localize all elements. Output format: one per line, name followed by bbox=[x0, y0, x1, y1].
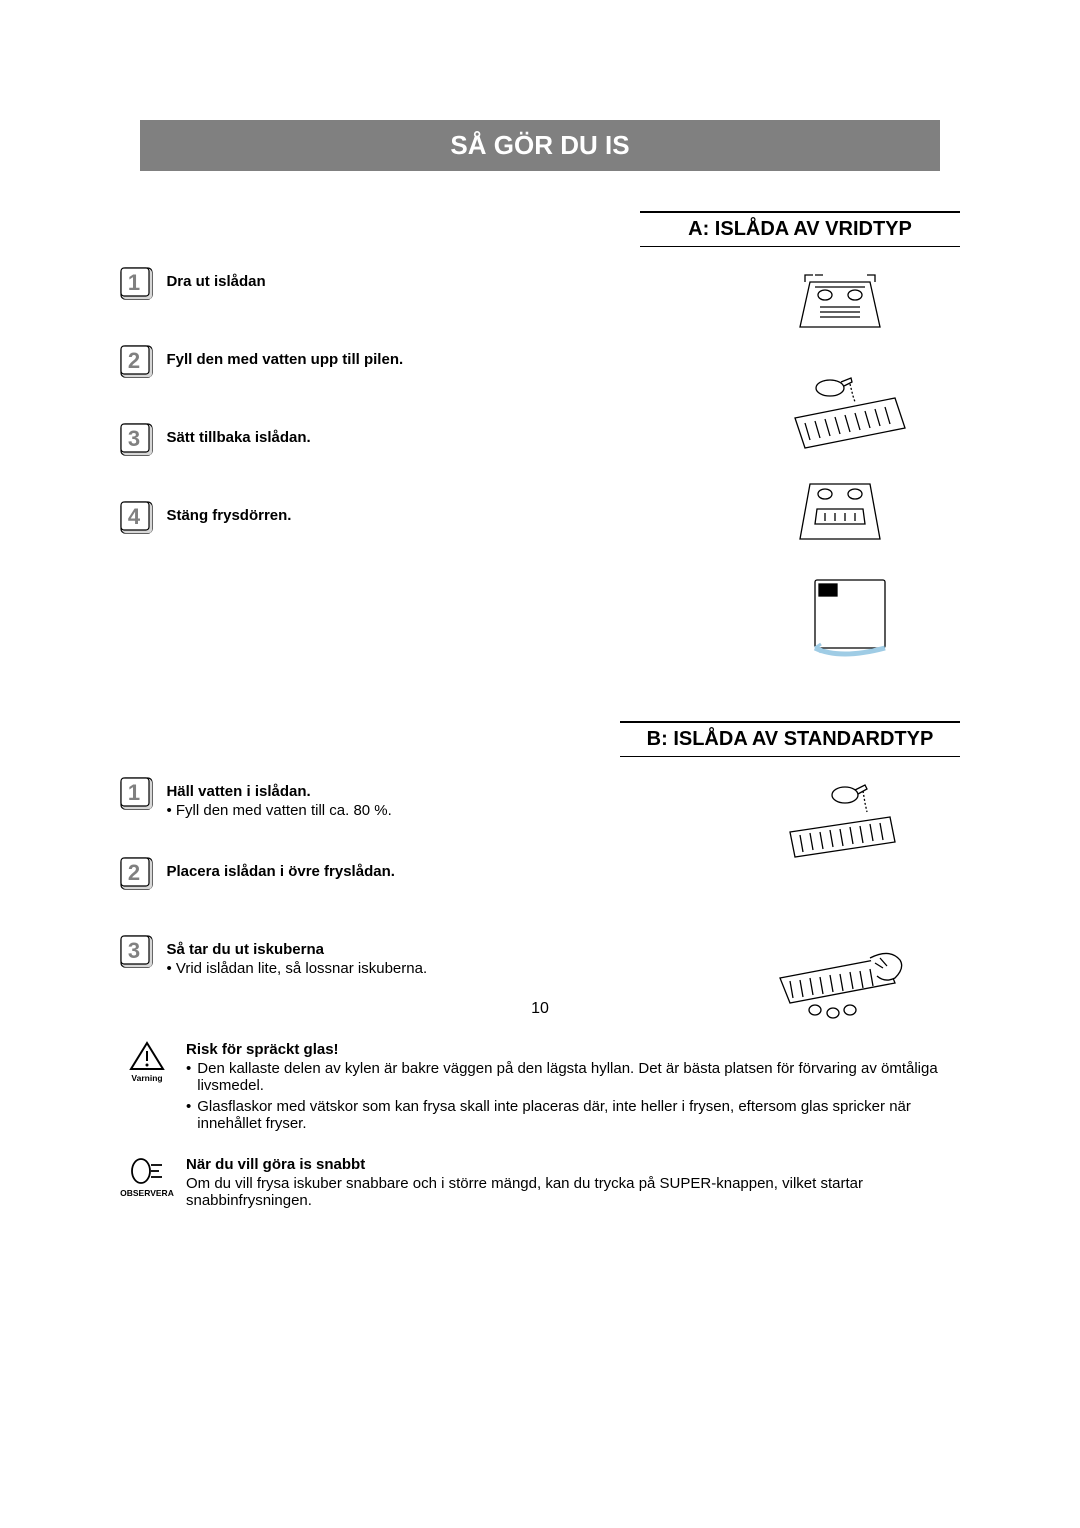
step-detail: • Fyll den med vatten till ca. 80 %. bbox=[166, 802, 566, 819]
step-number-icon: 2 bbox=[120, 857, 154, 891]
svg-text:2: 2 bbox=[128, 348, 140, 373]
section-b-heading: B: ISLÅDA AV STANDARDTYP bbox=[620, 721, 960, 757]
section-a-heading: A: ISLÅDA AV VRIDTYP bbox=[640, 211, 960, 247]
svg-text:1: 1 bbox=[128, 780, 140, 805]
step-text: Sätt tillbaka islådan. bbox=[166, 423, 566, 446]
warning-note: Varning Risk för spräckt glas! •Den kall… bbox=[120, 1041, 960, 1136]
illustration-fill-water bbox=[755, 368, 925, 463]
step-title: Fyll den med vatten upp till pilen. bbox=[166, 351, 566, 368]
section-b-steps: 1 Häll vatten i islådan. • Fyll den med … bbox=[120, 777, 580, 1015]
step-text: Placera islådan i övre fryslådan. bbox=[166, 857, 566, 880]
warning-bullet-text: Glasflaskor med vätskor som kan frysa sk… bbox=[197, 1098, 960, 1132]
observe-title: När du vill göra is snabbt bbox=[186, 1156, 960, 1173]
step-text: Fyll den med vatten upp till pilen. bbox=[166, 345, 566, 368]
step-a4: 4 Stäng frysdörren. bbox=[120, 501, 580, 541]
warning-bullet-text: Den kallaste delen av kylen är bakre väg… bbox=[197, 1060, 960, 1094]
step-number-icon: 4 bbox=[120, 501, 154, 535]
step-text: Stäng frysdörren. bbox=[166, 501, 566, 524]
step-number-icon: 3 bbox=[120, 935, 154, 969]
step-number-icon: 2 bbox=[120, 345, 154, 379]
step-a2: 2 Fyll den med vatten upp till pilen. bbox=[120, 345, 580, 385]
svg-text:1: 1 bbox=[128, 270, 140, 295]
step-b2: 2 Placera islådan i övre fryslådan. bbox=[120, 857, 580, 897]
step-number-icon: 3 bbox=[120, 423, 154, 457]
section-a-illustrations bbox=[720, 267, 960, 671]
illustration-reinsert-tray bbox=[755, 469, 925, 564]
illustration-pour-water bbox=[755, 777, 925, 872]
page-title-banner: SÅ GÖR DU IS bbox=[140, 120, 940, 171]
step-a3: 3 Sätt tillbaka islådan. bbox=[120, 423, 580, 463]
warning-icon-label: Varning bbox=[120, 1073, 174, 1083]
step-text: Dra ut islådan bbox=[166, 267, 566, 290]
svg-text:3: 3 bbox=[128, 426, 140, 451]
illustration-pull-tray bbox=[755, 267, 925, 362]
warning-title: Risk för spräckt glas! bbox=[186, 1041, 960, 1058]
step-text: Så tar du ut iskuberna • Vrid islådan li… bbox=[166, 935, 566, 977]
svg-text:3: 3 bbox=[128, 938, 140, 963]
observe-icon: OBSERVERA bbox=[120, 1156, 174, 1198]
step-title: Placera islådan i övre fryslådan. bbox=[166, 863, 566, 880]
step-b1: 1 Häll vatten i islådan. • Fyll den med … bbox=[120, 777, 580, 819]
svg-text:2: 2 bbox=[128, 860, 140, 885]
observe-body: När du vill göra is snabbt Om du vill fr… bbox=[186, 1156, 960, 1209]
warning-bullet: •Glasflaskor med vätskor som kan frysa s… bbox=[186, 1098, 960, 1132]
step-a1: 1 Dra ut islådan bbox=[120, 267, 580, 307]
step-title: Dra ut islådan bbox=[166, 273, 566, 290]
svg-text:4: 4 bbox=[128, 504, 141, 529]
step-text: Häll vatten i islådan. • Fyll den med va… bbox=[166, 777, 566, 819]
step-title: Så tar du ut iskuberna bbox=[166, 941, 566, 958]
step-b3: 3 Så tar du ut iskuberna • Vrid islådan … bbox=[120, 935, 580, 977]
observe-icon-label: OBSERVERA bbox=[120, 1188, 174, 1198]
manual-page: SÅ GÖR DU IS A: ISLÅDA AV VRIDTYP 1 Dra … bbox=[0, 0, 1080, 1269]
step-title: Sätt tillbaka islådan. bbox=[166, 429, 566, 446]
step-title: Häll vatten i islådan. bbox=[166, 783, 566, 800]
observe-text: Om du vill frysa iskuber snabbare och i … bbox=[186, 1175, 960, 1209]
step-detail: • Vrid islådan lite, så lossnar iskubern… bbox=[166, 960, 566, 977]
page-number: 10 bbox=[0, 1000, 1080, 1018]
step-number-icon: 1 bbox=[120, 777, 154, 811]
section-b-illustrations bbox=[720, 777, 960, 1029]
warning-icon: Varning bbox=[120, 1041, 174, 1083]
warning-body: Risk för spräckt glas! •Den kallaste del… bbox=[186, 1041, 960, 1136]
step-title: Stäng frysdörren. bbox=[166, 507, 566, 524]
step-number-icon: 1 bbox=[120, 267, 154, 301]
warning-bullet: •Den kallaste delen av kylen är bakre vä… bbox=[186, 1060, 960, 1094]
section-a-steps: 1 Dra ut islådan 2 Fyll den med vatten u… bbox=[120, 267, 580, 579]
illustration-close-door bbox=[755, 570, 925, 665]
observe-note: OBSERVERA När du vill göra is snabbt Om … bbox=[120, 1156, 960, 1209]
